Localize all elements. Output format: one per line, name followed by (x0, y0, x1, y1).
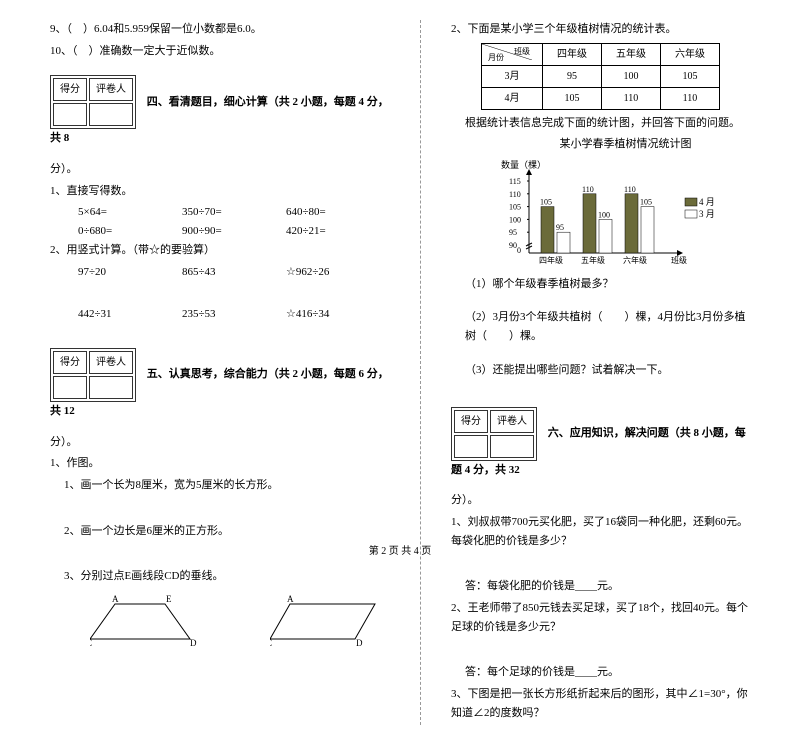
s4-q1: 1、直接写得数。 (50, 182, 390, 201)
data-table: 月份班级四年级五年级六年级 3月95100105 4月105110110 (481, 43, 720, 110)
shapes-container: A E C D A C D (50, 594, 390, 649)
question-9: 9、（ ）6.04和5.959保留一位小数都是6.0。 (50, 20, 390, 39)
label-c: C (90, 638, 92, 648)
svg-text:95: 95 (556, 223, 564, 232)
score-box: 得分评卷人 (50, 75, 136, 129)
svg-text:110: 110 (509, 190, 521, 199)
page-footer: 第 2 页 共 4 页 (0, 542, 800, 557)
question-10: 10、（ ）准确数一定大于近似数。 (50, 42, 390, 61)
calc-row: 0÷680=900÷90=420÷21= (50, 222, 390, 241)
s6-a1: 答：每袋化肥的价钱是____元。 (451, 577, 750, 596)
s5-q1c: 3、分别过点E画线段CD的垂线。 (50, 567, 390, 586)
label-a: A (112, 594, 119, 604)
parallelogram-shape: A C D (270, 594, 390, 649)
s6-q3: 3、下图是把一张长方形纸折起来后的图形，其中∠1=30°，你知道∠2的度数吗？ (451, 685, 750, 722)
s6-a2: 答：每个足球的价钱是____元。 (451, 663, 750, 682)
section-5-tail: 分）。 (50, 433, 390, 452)
trapezoid-shape: A E C D (90, 594, 210, 649)
s5-q2a: （1）哪个年级春季植树最多？ (451, 275, 750, 294)
svg-text:105: 105 (540, 198, 552, 207)
score-box: 得分评卷人 (451, 407, 537, 461)
label-e: E (166, 594, 172, 604)
svg-text:数量（棵）: 数量（棵） (501, 159, 546, 170)
calc-row: 5×64=350÷70=640÷80= (50, 203, 390, 222)
svg-text:105: 105 (509, 203, 521, 212)
svg-text:100: 100 (509, 215, 521, 224)
s5-q2c: （3）还能提出哪些问题？试着解决一下。 (451, 361, 750, 380)
svg-text:0: 0 (517, 246, 521, 255)
calc-row: 442÷31235÷53☆416÷34 (50, 305, 390, 324)
section-4-tail: 分）。 (50, 160, 390, 179)
svg-text:4 月: 4 月 (699, 197, 715, 207)
svg-text:95: 95 (509, 228, 517, 237)
label-a: A (287, 594, 294, 604)
s5-q1a: 1、画一个长为8厘米，宽为5厘米的长方形。 (50, 476, 390, 495)
svg-text:90: 90 (509, 241, 517, 250)
svg-text:四年级: 四年级 (539, 255, 563, 265)
svg-text:六年级: 六年级 (623, 255, 647, 265)
section-6-tail: 分）。 (451, 491, 750, 510)
s6-q2: 2、王老师带了850元钱去买足球，买了18个，找回40元。每个足球的价钱是多少元… (451, 599, 750, 636)
svg-text:110: 110 (582, 185, 594, 194)
label-d: D (190, 638, 197, 648)
svg-text:五年级: 五年级 (581, 255, 605, 265)
label-d: D (356, 638, 363, 648)
table-note: 根据统计表信息完成下面的统计图，并回答下面的问题。 (451, 114, 750, 133)
svg-text:105: 105 (640, 198, 652, 207)
chart-title: 某小学春季植树情况统计图 (501, 135, 750, 154)
svg-text:110: 110 (624, 185, 636, 194)
calc-row: 97÷20865÷43☆962÷26 (50, 263, 390, 282)
label-c: C (270, 638, 272, 648)
svg-text:115: 115 (509, 177, 521, 186)
svg-text:100: 100 (598, 210, 610, 219)
s5-q2: 2、下面是某小学三个年级植树情况的统计表。 (451, 20, 750, 39)
s4-q2: 2、用竖式计算。（带☆的要验算） (50, 241, 390, 260)
s5-q1: 1、作图。 (50, 454, 390, 473)
svg-text:班级: 班级 (671, 255, 687, 265)
score-box: 得分评卷人 (50, 348, 136, 402)
s5-q1b: 2、画一个边长是6厘米的正方形。 (50, 522, 390, 541)
svg-text:3 月: 3 月 (699, 209, 715, 219)
s5-q2b: （2）3月份3个年级共植树（ ）棵，4月份比3月份多植树（ ）棵。 (451, 308, 750, 345)
bar-chart: 数量（棵） 115 110 105 100 95 900 105 95 四年级 110 100 五年级 1… (501, 158, 750, 275)
